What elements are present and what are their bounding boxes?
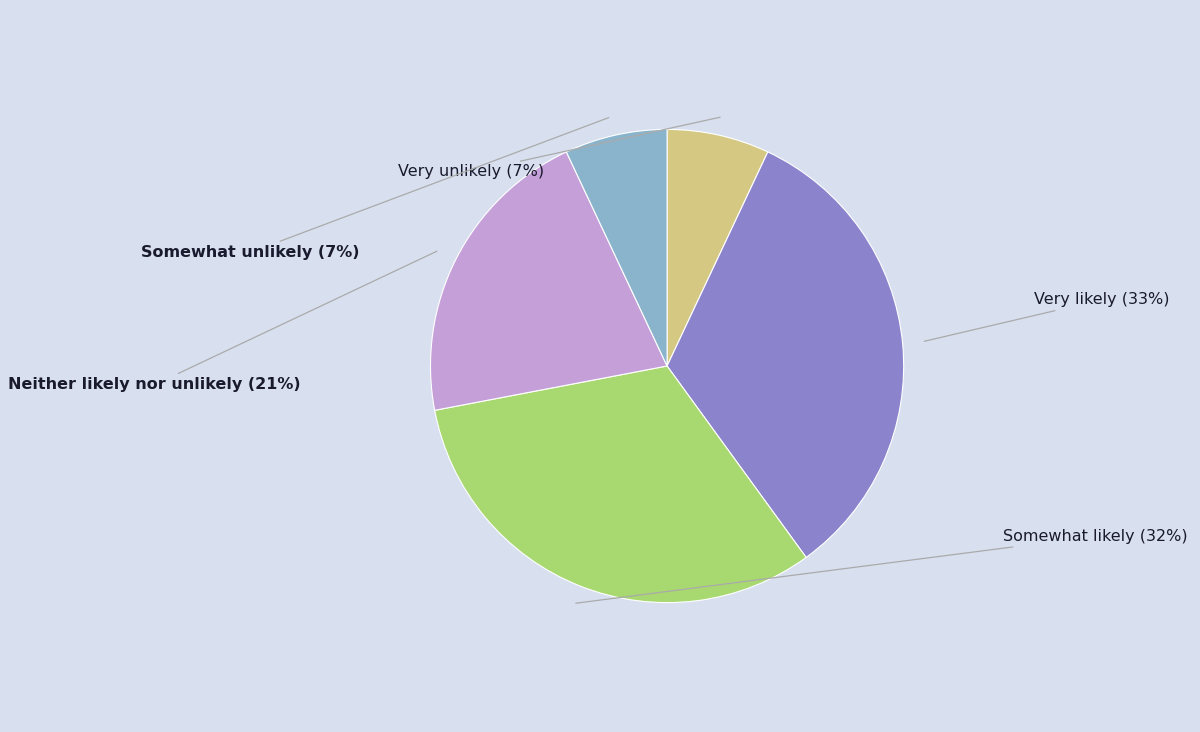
Text: Neither likely nor unlikely (21%): Neither likely nor unlikely (21%) — [7, 251, 437, 392]
Wedge shape — [566, 130, 667, 366]
Wedge shape — [431, 152, 667, 411]
Text: Somewhat likely (32%): Somewhat likely (32%) — [576, 529, 1188, 603]
Wedge shape — [434, 366, 806, 602]
Text: Very likely (33%): Very likely (33%) — [924, 292, 1169, 341]
Text: Somewhat unlikely (7%): Somewhat unlikely (7%) — [142, 118, 608, 260]
Text: Very unlikely (7%): Very unlikely (7%) — [398, 117, 720, 179]
Wedge shape — [667, 130, 768, 366]
Wedge shape — [667, 152, 904, 557]
